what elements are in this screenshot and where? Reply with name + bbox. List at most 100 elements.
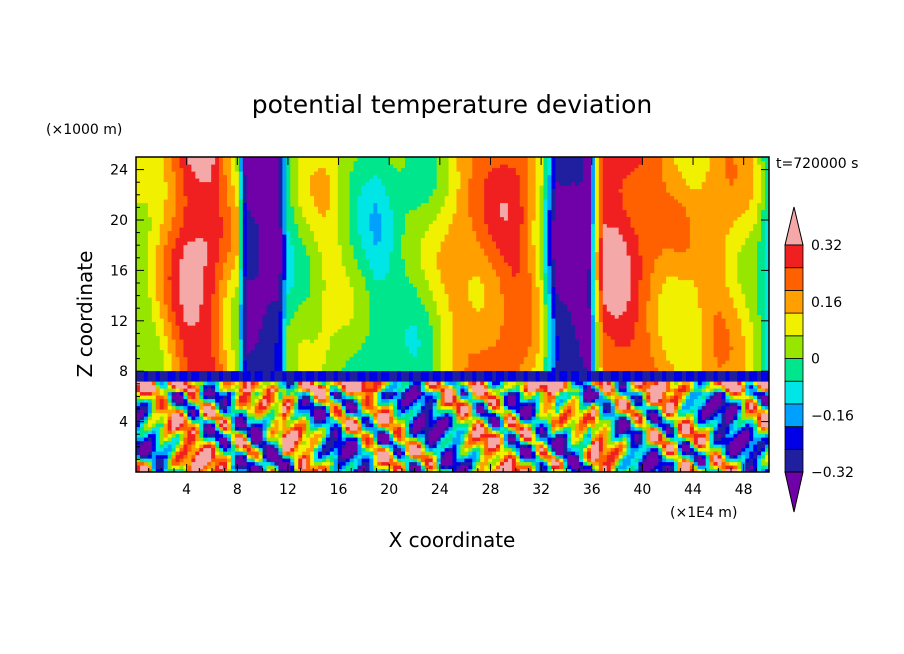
field-cell xyxy=(258,447,264,452)
field-cell xyxy=(314,395,319,400)
field-cell xyxy=(345,370,351,375)
field-cell xyxy=(670,451,675,456)
field-cell xyxy=(563,374,568,379)
field-cell xyxy=(298,447,303,452)
field-cell xyxy=(242,437,248,442)
field-cell xyxy=(286,367,291,372)
field-cell xyxy=(693,458,699,463)
field-cell xyxy=(147,454,153,459)
field-cell xyxy=(713,461,719,466)
field-cell xyxy=(139,440,145,445)
field-cell xyxy=(587,363,592,368)
field-cell xyxy=(721,440,727,445)
field-cell xyxy=(353,370,359,375)
field-cell xyxy=(468,465,473,470)
field-cell xyxy=(503,412,509,417)
field-cell xyxy=(143,370,149,375)
field-cell xyxy=(757,370,762,375)
field-cell xyxy=(254,377,260,382)
field-cell xyxy=(262,437,268,442)
field-cell xyxy=(357,398,363,403)
field-cell xyxy=(139,367,145,372)
field-cell xyxy=(397,433,402,438)
field-cell xyxy=(219,468,224,472)
field-cell xyxy=(523,461,529,466)
field-cell xyxy=(139,363,145,368)
field-cell xyxy=(310,374,315,379)
field-cell xyxy=(705,402,711,407)
field-cell xyxy=(472,412,477,417)
field-cell xyxy=(476,426,481,431)
field-cell xyxy=(654,409,659,414)
field-cell xyxy=(278,377,283,382)
field-cell xyxy=(634,405,640,410)
field-cell xyxy=(151,377,157,382)
field-cell xyxy=(187,388,192,393)
field-cell xyxy=(674,468,679,472)
field-cell xyxy=(187,458,192,463)
field-cell xyxy=(282,461,287,466)
field-cell xyxy=(242,374,248,379)
field-cell xyxy=(234,444,240,449)
field-cell xyxy=(428,423,434,428)
field-cell xyxy=(480,409,485,414)
field-cell xyxy=(310,388,315,393)
field-cell xyxy=(499,388,505,393)
field-cell xyxy=(583,391,588,396)
field-cell xyxy=(717,416,723,421)
field-cell xyxy=(389,381,394,386)
field-cell xyxy=(270,451,276,456)
field-cell xyxy=(602,395,608,400)
field-cell xyxy=(151,461,157,466)
field-cell xyxy=(203,363,208,368)
field-cell xyxy=(681,388,687,393)
field-cell xyxy=(179,437,185,442)
field-cell xyxy=(420,409,426,414)
field-cell xyxy=(365,416,371,421)
field-cell xyxy=(163,384,169,389)
field-cell xyxy=(757,409,762,414)
field-cell xyxy=(357,367,363,372)
field-cell xyxy=(353,402,359,407)
field-cell xyxy=(713,370,719,375)
field-cell xyxy=(278,409,283,414)
field-cell xyxy=(543,447,549,452)
field-cell xyxy=(650,367,655,372)
field-cell xyxy=(357,423,363,428)
field-cell xyxy=(195,465,200,470)
field-cell xyxy=(365,367,371,372)
field-cell xyxy=(527,433,533,438)
field-cell xyxy=(499,451,505,456)
field-cell xyxy=(432,430,438,435)
field-cell xyxy=(211,419,216,424)
field-cell xyxy=(171,423,177,428)
field-cell xyxy=(286,444,291,449)
field-cell xyxy=(575,367,580,372)
field-cell xyxy=(650,381,655,386)
field-cell xyxy=(341,433,347,438)
field-cell xyxy=(741,454,746,459)
field-cell xyxy=(745,384,750,389)
field-cell xyxy=(551,398,556,403)
field-cell xyxy=(468,377,473,382)
field-cell xyxy=(460,384,465,389)
field-cell xyxy=(230,374,236,379)
field-cell xyxy=(444,370,450,375)
field-cell xyxy=(163,451,169,456)
field-cell xyxy=(167,409,173,414)
field-cell xyxy=(262,412,268,417)
field-cell xyxy=(175,402,181,407)
field-cell xyxy=(488,451,493,456)
field-cell xyxy=(602,367,608,372)
field-cell xyxy=(602,461,608,466)
field-cell xyxy=(685,454,691,459)
field-cell xyxy=(416,465,422,470)
field-cell xyxy=(725,419,731,424)
field-cell xyxy=(749,395,754,400)
field-cell xyxy=(314,454,319,459)
field-cell xyxy=(721,391,727,396)
field-cell xyxy=(654,454,659,459)
field-cell xyxy=(654,416,659,421)
field-cell xyxy=(282,384,287,389)
field-cell xyxy=(638,381,643,386)
